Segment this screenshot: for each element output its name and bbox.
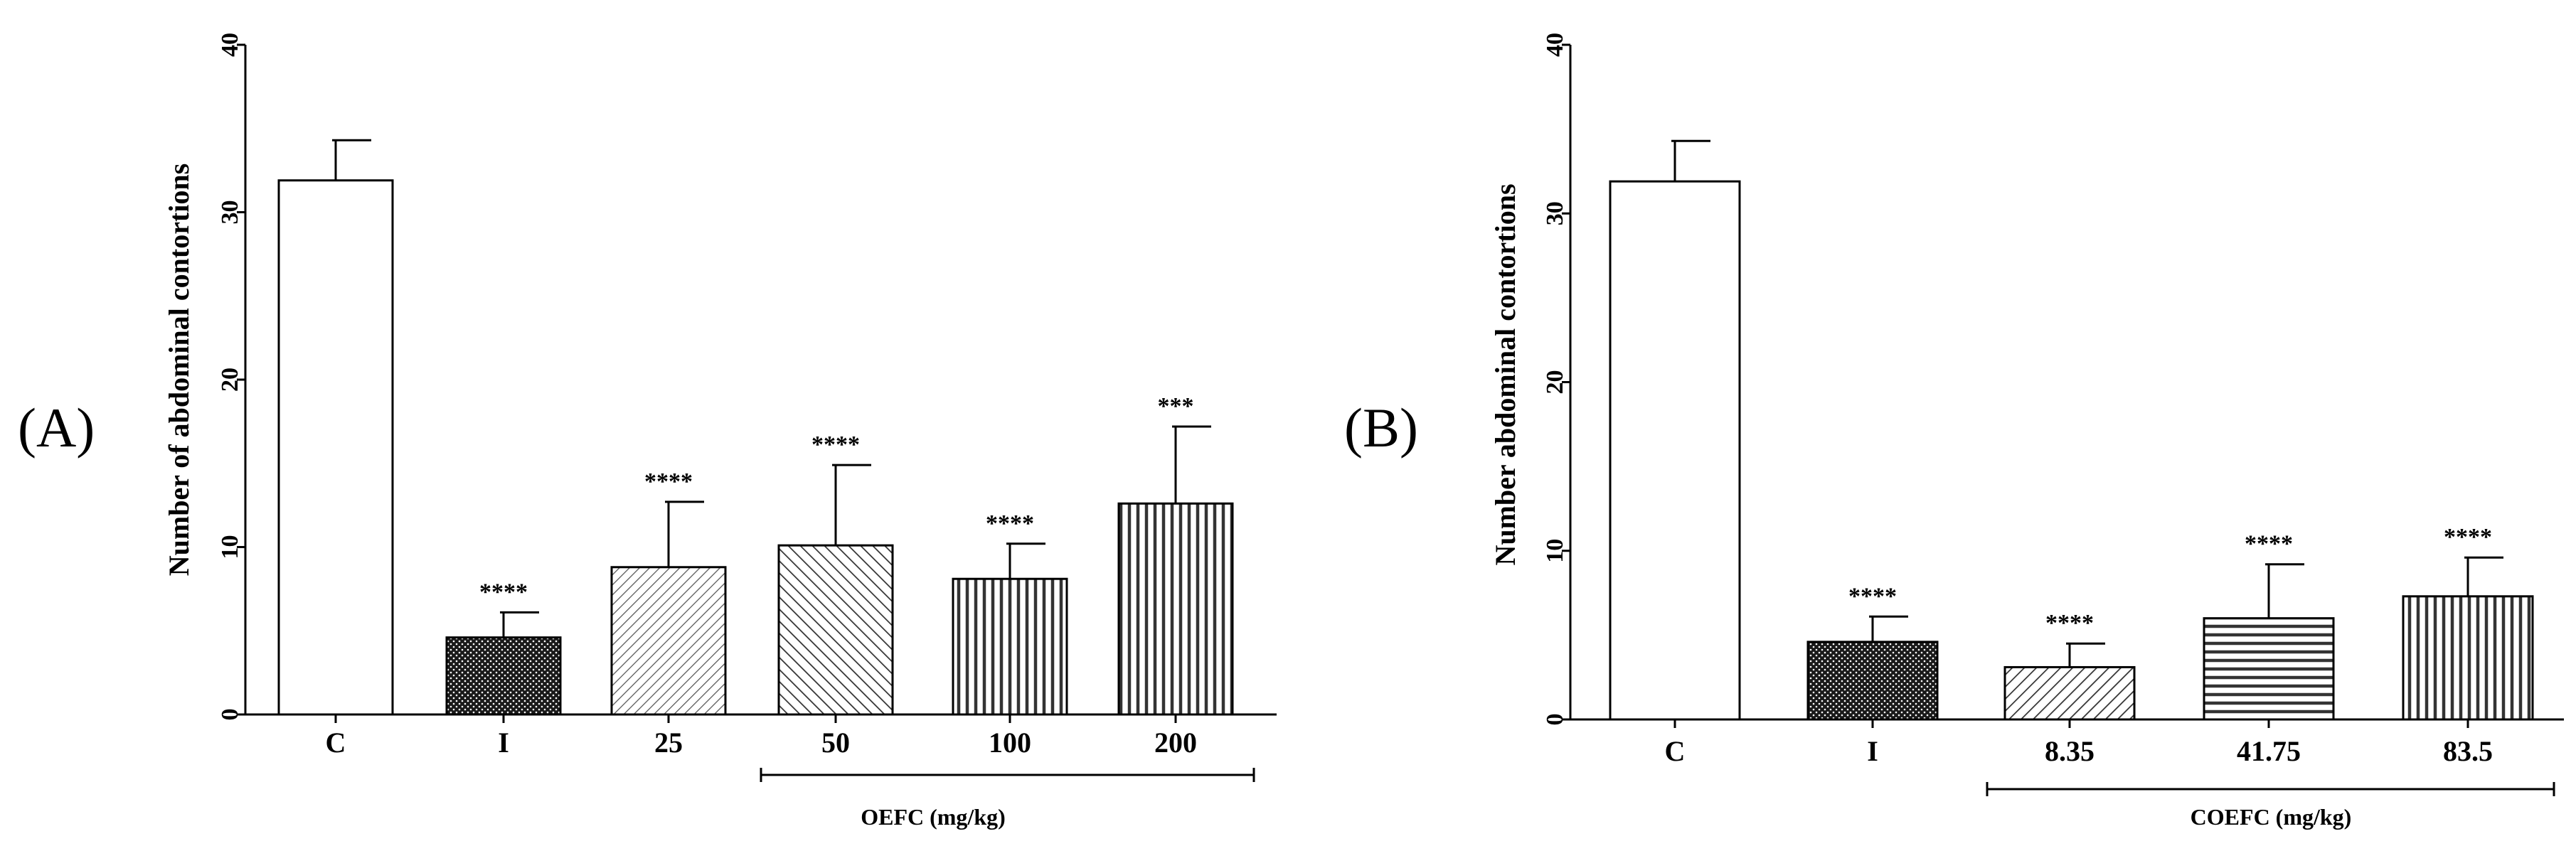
significance-label: **** — [2444, 524, 2492, 550]
bar — [2203, 617, 2335, 721]
x-tick-label: 25 — [654, 727, 683, 759]
y-tick-label: 20 — [217, 368, 243, 392]
y-tick-label: 10 — [217, 535, 243, 559]
panel-label: (B) — [1344, 397, 1418, 459]
x-tick-label: C — [326, 727, 346, 759]
x-tick-label: 100 — [989, 727, 1031, 759]
x-tick-label: 50 — [821, 727, 850, 759]
x-tick-label: 8.35 — [2045, 735, 2095, 767]
y-axis-label: Number abdominal contortions — [1489, 183, 1521, 565]
chart-panel-b: (B) Number abdominal contortions 0 10 20 30… — [1344, 33, 2564, 830]
bar — [952, 577, 1068, 716]
x-tick-label: 83.5 — [2443, 735, 2493, 767]
y-tick-label: 10 — [1542, 539, 1568, 563]
y-tick-label: 20 — [1542, 370, 1568, 395]
panel-label: (A) — [18, 397, 95, 459]
bar — [445, 636, 562, 716]
x-tick-label: I — [1867, 735, 1878, 767]
bar — [1117, 502, 1234, 716]
bar — [610, 566, 727, 716]
significance-label: *** — [1158, 393, 1194, 419]
y-tick-label: 0 — [217, 709, 243, 721]
y-tick-label: 40 — [1542, 33, 1568, 57]
significance-label: **** — [1848, 583, 1897, 609]
chart-panel-a: (A) Number of abdominal contortions 0 10 2… — [18, 33, 1277, 830]
significance-label: **** — [479, 579, 528, 605]
significance-label: **** — [644, 468, 693, 495]
group-label: OEFC (mg/kg) — [861, 804, 1006, 830]
x-tick-label: 200 — [1154, 727, 1197, 759]
x-tick-label: I — [498, 727, 509, 759]
y-axis-label: Number of abdominal contortions — [163, 164, 195, 576]
bar — [2402, 595, 2534, 721]
significance-label: **** — [811, 432, 860, 458]
significance-label: **** — [2245, 531, 2293, 557]
y-tick-label: 30 — [1542, 201, 1568, 225]
bar — [1806, 641, 1939, 721]
bar — [777, 544, 894, 716]
bar — [2003, 665, 2136, 721]
bar — [277, 179, 394, 716]
x-tick-label: C — [1665, 735, 1686, 767]
y-tick-label: 30 — [217, 200, 243, 225]
y-tick-label: 40 — [217, 33, 243, 57]
x-tick-label: 41.75 — [2237, 735, 2301, 767]
significance-label: **** — [2045, 610, 2094, 636]
y-tick-label: 0 — [1542, 714, 1568, 726]
significance-label: **** — [986, 510, 1034, 537]
bar — [1609, 180, 1741, 721]
group-label: COEFC (mg/kg) — [2191, 804, 2352, 830]
